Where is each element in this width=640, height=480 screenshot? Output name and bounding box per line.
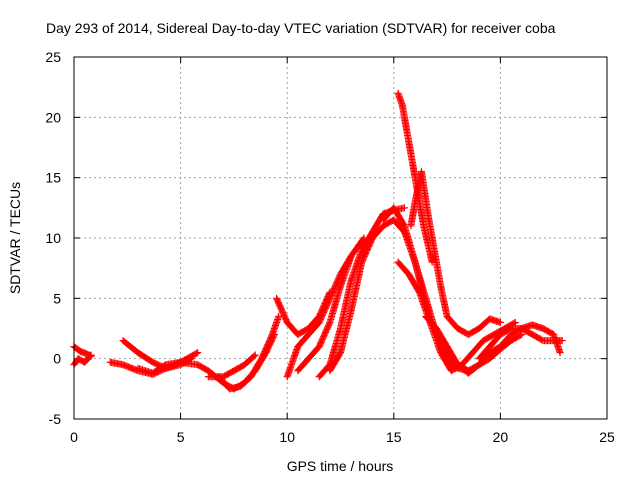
y-tick-label: 10 bbox=[45, 230, 61, 246]
series-arc-8 bbox=[230, 331, 278, 393]
data-point-marker bbox=[270, 332, 278, 340]
data-point-marker bbox=[251, 351, 259, 359]
x-axis-label: GPS time / hours bbox=[287, 458, 394, 474]
data-point-marker bbox=[86, 352, 94, 360]
data-point-marker bbox=[192, 349, 200, 357]
data-point-marker bbox=[194, 349, 202, 357]
series-arc-14 bbox=[394, 89, 436, 266]
data-point-marker bbox=[250, 352, 258, 360]
series-arc-10 bbox=[283, 252, 355, 381]
data-point-marker bbox=[518, 331, 526, 339]
data-point-marker bbox=[511, 318, 519, 326]
x-tick-label: 0 bbox=[70, 429, 78, 445]
y-axis-label: SDTVAR / TECUs bbox=[7, 182, 23, 294]
x-tick-label: 15 bbox=[386, 429, 402, 445]
data-point-marker bbox=[496, 318, 504, 326]
series-arc-16 bbox=[394, 258, 519, 375]
y-tick-label: -5 bbox=[49, 411, 62, 427]
series-arc-15 bbox=[407, 168, 504, 339]
y-tick-label: 25 bbox=[45, 49, 61, 65]
data-point-marker bbox=[270, 331, 278, 339]
data-point-marker bbox=[516, 331, 524, 339]
series-arc-19 bbox=[475, 325, 566, 363]
data-point-marker bbox=[275, 312, 283, 320]
x-tick-label: 5 bbox=[177, 429, 185, 445]
data-point-marker bbox=[558, 337, 566, 345]
data-point-marker bbox=[87, 351, 95, 359]
x-tick-label: 25 bbox=[599, 429, 615, 445]
series-arc-4 bbox=[119, 337, 195, 372]
y-tick-label: 20 bbox=[45, 109, 61, 125]
series-arc-2 bbox=[70, 351, 95, 369]
series-arc-11 bbox=[294, 234, 368, 375]
data-point-marker bbox=[556, 349, 564, 357]
series-arc-6 bbox=[204, 351, 259, 381]
plot-frame bbox=[73, 56, 608, 420]
data-point-marker bbox=[400, 204, 408, 212]
x-tick-label: 10 bbox=[279, 429, 295, 445]
chart-title: Day 293 of 2014, Sidereal Day-to-day VTE… bbox=[46, 20, 556, 36]
y-tick-label: 5 bbox=[53, 290, 61, 306]
x-tick-label: 20 bbox=[493, 429, 509, 445]
y-tick-label: 15 bbox=[45, 170, 61, 186]
y-tick-label: 0 bbox=[53, 351, 61, 367]
